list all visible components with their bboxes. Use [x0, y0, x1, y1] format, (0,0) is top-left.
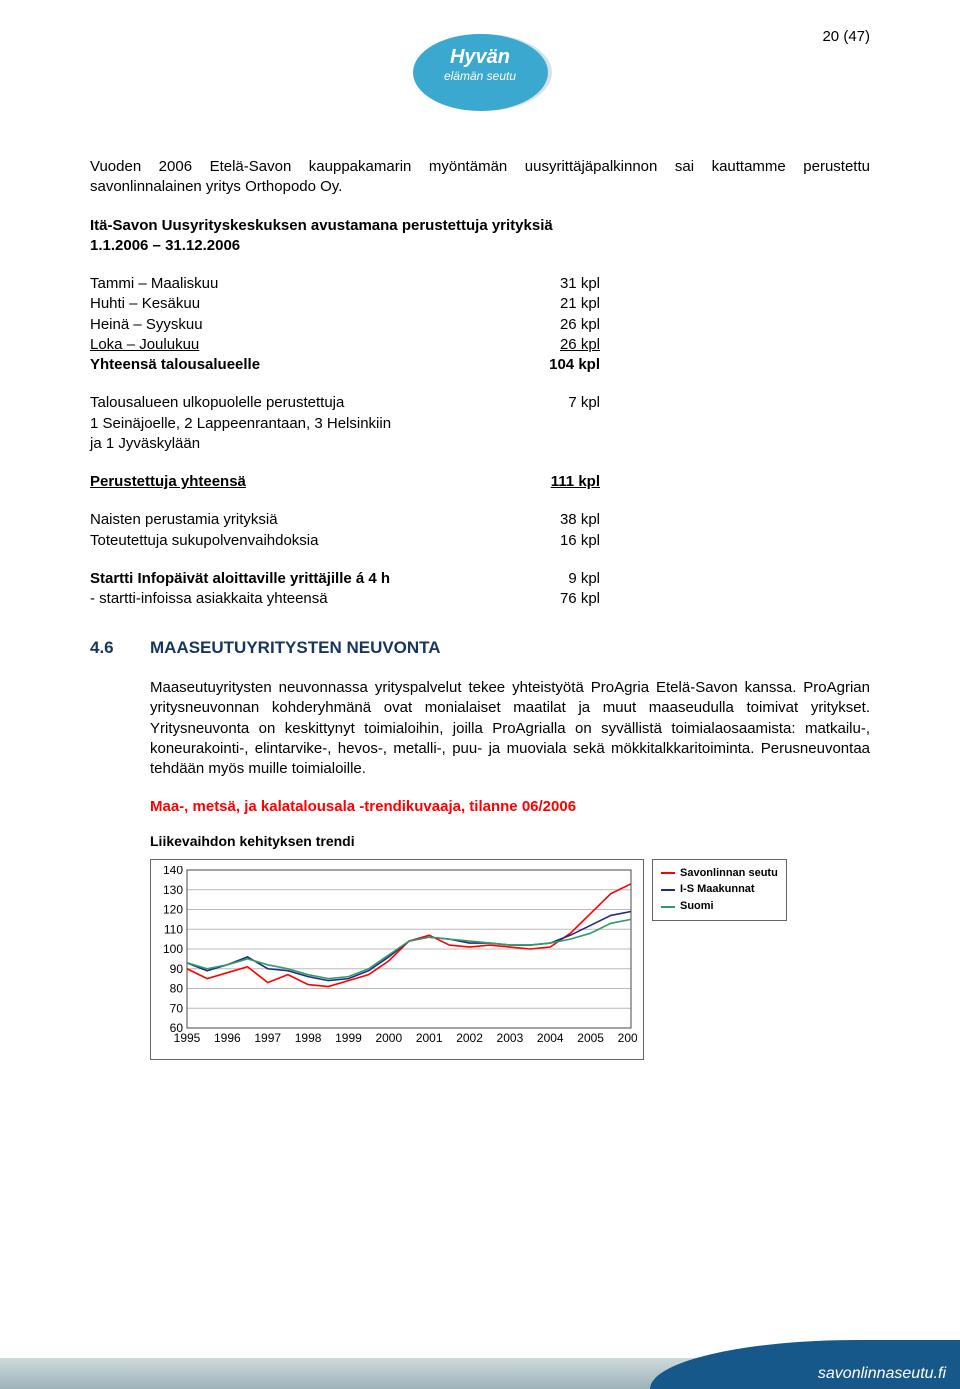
outside-value: 7 kpl	[520, 393, 600, 454]
table-grand-total: Perustettuja yhteensä 111 kpl	[90, 472, 870, 492]
row-label: Huhti – Kesäkuu	[90, 294, 520, 314]
svg-text:130: 130	[163, 882, 183, 896]
footer-text: savonlinnaseutu.fi	[818, 1365, 946, 1383]
row-value: 9 kpl	[520, 569, 600, 589]
grand-label: Perustettuja yhteensä	[90, 472, 520, 492]
svg-text:1999: 1999	[335, 1031, 362, 1045]
svg-text:100: 100	[163, 942, 183, 956]
svg-text:70: 70	[170, 1001, 184, 1015]
outside-l1: Talousalueen ulkopuolelle perustettuja	[90, 393, 520, 413]
svg-text:2000: 2000	[375, 1031, 402, 1045]
chart-subtitle: Liikevaihdon kehityksen trendi	[150, 832, 870, 851]
outside-label: Talousalueen ulkopuolelle perustettuja 1…	[90, 393, 520, 454]
footer: savonlinnaseutu.fi	[0, 1340, 960, 1389]
legend-swatch	[661, 872, 675, 874]
table-row: Startti Infopäivät aloittaville yrittäji…	[90, 569, 870, 589]
legend-item: Suomi	[661, 899, 778, 914]
section-title: MAASEUTUYRITYSTEN NEUVONTA	[150, 637, 441, 660]
chart-row: 6070809010011012013014019951996199719981…	[150, 859, 870, 1060]
page-number: 20 (47)	[822, 28, 870, 45]
table-row: Tammi – Maaliskuu31 kpl	[90, 274, 870, 294]
table-row-total: Yhteensä talousalueelle 104 kpl	[90, 355, 870, 375]
svg-text:90: 90	[170, 961, 184, 975]
heading-line1: Itä-Savon Uusyrityskeskuksen avustamana …	[90, 216, 870, 236]
row-value: 31 kpl	[520, 274, 600, 294]
table-row: Talousalueen ulkopuolelle perustettuja 1…	[90, 393, 870, 454]
row-label: Naisten perustamia yrityksiä	[90, 510, 520, 530]
row-value: 26 kpl	[520, 335, 600, 355]
logo: Hyvän elämän seutu	[413, 34, 548, 111]
legend-swatch	[661, 906, 675, 908]
outside-l3: ja 1 Jyväskylään	[90, 434, 520, 454]
table-row: - startti-infoissa asiakkaita yhteensä76…	[90, 589, 870, 609]
table-row: Loka – Joulukuu26 kpl	[90, 335, 870, 355]
row-value: 38 kpl	[520, 510, 600, 530]
legend-swatch	[661, 889, 675, 891]
svg-text:1997: 1997	[254, 1031, 281, 1045]
row-label: Startti Infopäivät aloittaville yrittäji…	[90, 569, 520, 589]
svg-text:1995: 1995	[174, 1031, 201, 1045]
legend-item: I-S Maakunnat	[661, 882, 778, 897]
chart-title: Maa-, metsä, ja kalatalousala -trendikuv…	[150, 797, 870, 817]
legend-label: Suomi	[680, 899, 714, 914]
row-value: 21 kpl	[520, 294, 600, 314]
line-chart-svg: 6070809010011012013014019951996199719981…	[157, 866, 637, 1051]
row-label: - startti-infoissa asiakkaita yhteensä	[90, 589, 520, 609]
logo-text-2: elämän seutu	[413, 69, 548, 83]
table-row: Naisten perustamia yrityksiä38 kpl	[90, 510, 870, 530]
table-stats: Naisten perustamia yrityksiä38 kplToteut…	[90, 510, 870, 551]
content: Vuoden 2006 Etelä-Savon kauppakamarin my…	[90, 157, 870, 1060]
legend-label: Savonlinnan seutu	[680, 866, 778, 881]
grand-value: 111 kpl	[520, 472, 600, 492]
row-label: Toteutettuja sukupolvenvaihdoksia	[90, 531, 520, 551]
row-value: 76 kpl	[520, 589, 600, 609]
section-heading: 4.6 MAASEUTUYRITYSTEN NEUVONTA	[90, 637, 870, 660]
table-startti: Startti Infopäivät aloittaville yrittäji…	[90, 569, 870, 610]
svg-text:2003: 2003	[497, 1031, 524, 1045]
chart-plot: 6070809010011012013014019951996199719981…	[150, 859, 644, 1060]
logo-text-1: Hyvän	[413, 46, 548, 69]
svg-text:1998: 1998	[295, 1031, 322, 1045]
svg-text:2006: 2006	[618, 1031, 637, 1045]
svg-text:2001: 2001	[416, 1031, 443, 1045]
para-intro: Vuoden 2006 Etelä-Savon kauppakamarin my…	[90, 157, 870, 198]
table-row: Toteutettuja sukupolvenvaihdoksia16 kpl	[90, 531, 870, 551]
total-label: Yhteensä talousalueelle	[90, 355, 520, 375]
row-value: 16 kpl	[520, 531, 600, 551]
heading-period: Itä-Savon Uusyrityskeskuksen avustamana …	[90, 216, 870, 257]
legend-item: Savonlinnan seutu	[661, 866, 778, 881]
legend-label: I-S Maakunnat	[680, 882, 755, 897]
row-label: Heinä – Syyskuu	[90, 315, 520, 335]
svg-text:120: 120	[163, 902, 183, 916]
svg-text:2004: 2004	[537, 1031, 564, 1045]
row-value: 26 kpl	[520, 315, 600, 335]
heading-line2: 1.1.2006 – 31.12.2006	[90, 236, 870, 256]
table-row: Perustettuja yhteensä 111 kpl	[90, 472, 870, 492]
logo-wrap: Hyvän elämän seutu	[90, 34, 870, 111]
page: 20 (47) Hyvän elämän seutu Vuoden 2006 E…	[0, 0, 960, 1340]
table-quarters: Tammi – Maaliskuu31 kplHuhti – Kesäkuu21…	[90, 274, 870, 375]
section-number: 4.6	[90, 637, 150, 660]
table-row: Heinä – Syyskuu26 kpl	[90, 315, 870, 335]
svg-text:2005: 2005	[577, 1031, 604, 1045]
table-row: Huhti – Kesäkuu21 kpl	[90, 294, 870, 314]
table-outside: Talousalueen ulkopuolelle perustettuja 1…	[90, 393, 870, 454]
row-label: Tammi – Maaliskuu	[90, 274, 520, 294]
row-label: Loka – Joulukuu	[90, 335, 520, 355]
outside-l2: 1 Seinäjoelle, 2 Lappeenrantaan, 3 Helsi…	[90, 414, 520, 434]
svg-text:80: 80	[170, 981, 184, 995]
chart-legend: Savonlinnan seutuI-S Maakunnat Suomi	[652, 859, 787, 922]
svg-text:110: 110	[164, 922, 183, 936]
total-value: 104 kpl	[520, 355, 600, 375]
svg-text:2002: 2002	[456, 1031, 483, 1045]
svg-text:140: 140	[163, 866, 183, 877]
svg-text:1996: 1996	[214, 1031, 241, 1045]
para-section: Maaseutuyritysten neuvonnassa yrityspalv…	[150, 678, 870, 779]
